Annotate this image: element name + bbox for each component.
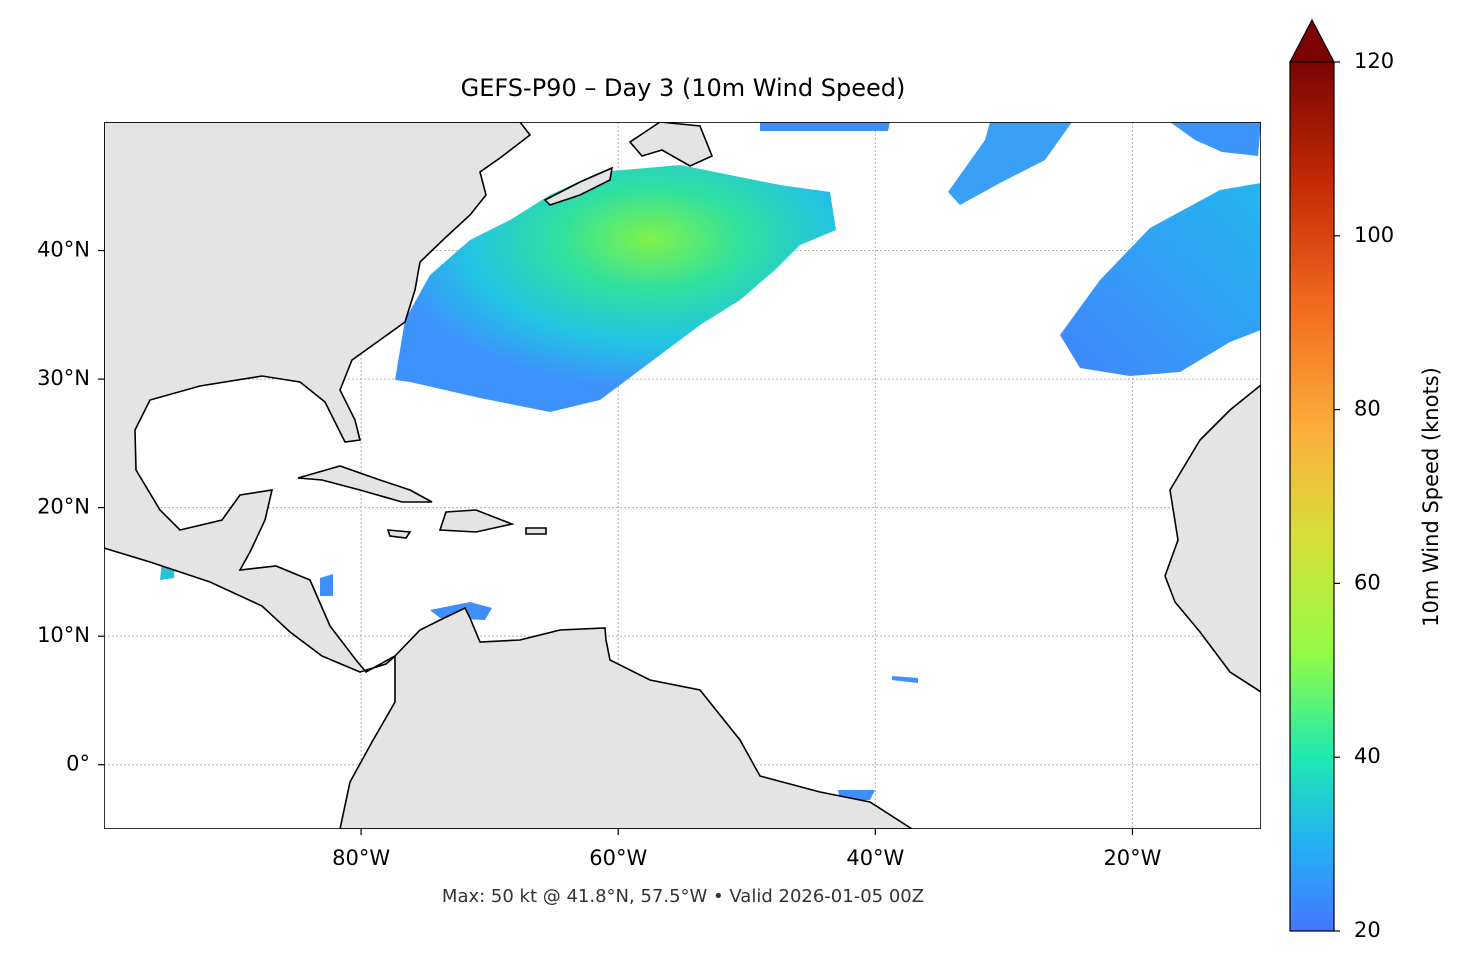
- y-tick-label: 30°N: [37, 366, 90, 390]
- colorbar-extend: [1289, 18, 1335, 63]
- cuba: [297, 465, 433, 503]
- y-tick-label: 0°: [66, 752, 90, 776]
- x-tick-label: 40°W: [846, 846, 904, 870]
- wind-field: [395, 165, 836, 412]
- x-tick-label: 20°W: [1103, 846, 1161, 870]
- y-tick-label: 20°N: [37, 495, 90, 519]
- wind-field: [1170, 122, 1261, 156]
- wind-field: [948, 122, 1072, 205]
- colorbar-tick-label: 100: [1354, 223, 1394, 247]
- puerto-rico: [525, 527, 547, 535]
- nova-scotia: [543, 166, 614, 206]
- colorbar-label: 10m Wind Speed (knots): [1419, 367, 1443, 627]
- wind-field: [760, 122, 890, 131]
- chart-title: GEFS-P90 – Day 3 (10m Wind Speed): [461, 74, 906, 102]
- colorbar: 10m Wind Speed (knots) 20 40 60 80 100 120: [1289, 18, 1443, 942]
- colorbar-tick-label: 40: [1354, 744, 1381, 768]
- hispaniola: [438, 509, 515, 533]
- x-tick-label: 60°W: [589, 846, 647, 870]
- axis-ticks: 80°W 60°W 40°W 20°W 0° 10°N 20°N 30°N 40°N: [37, 238, 1162, 870]
- footnote: Max: 50 kt @ 41.8°N, 57.5°W • Valid 2026…: [442, 886, 924, 907]
- x-tick-label: 80°W: [332, 846, 390, 870]
- south-america: [339, 606, 914, 829]
- wind-field: [1060, 183, 1261, 376]
- y-tick-label: 10°N: [37, 623, 90, 647]
- colorbar-ramp: [1289, 61, 1335, 932]
- wind-field: [892, 676, 918, 683]
- y-tick-label: 40°N: [37, 238, 90, 262]
- wind-field: [320, 574, 333, 596]
- africa: [1164, 383, 1261, 693]
- north-america: [104, 122, 532, 674]
- colorbar-tick-label: 60: [1354, 570, 1381, 594]
- colorbar-tick-label: 80: [1354, 397, 1381, 421]
- jamaica: [386, 529, 412, 539]
- colorbar-tick-label: 120: [1354, 49, 1394, 73]
- map-area: [104, 122, 1261, 829]
- colorbar-tick-label: 20: [1354, 918, 1381, 942]
